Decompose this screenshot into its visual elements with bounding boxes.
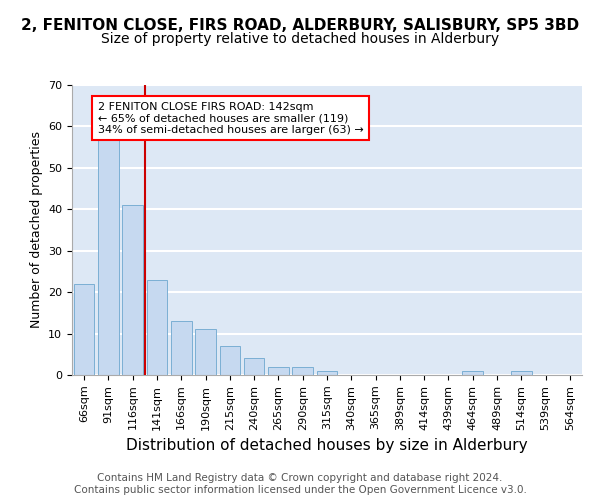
Bar (244, 358, 265, 375)
Bar (74, 284, 94, 375)
Bar (122, 205, 143, 375)
Bar (463, 371, 483, 375)
Bar (220, 346, 240, 375)
Y-axis label: Number of detached properties: Number of detached properties (29, 132, 43, 328)
Bar (317, 371, 337, 375)
Bar (195, 330, 216, 375)
Text: Size of property relative to detached houses in Alderbury: Size of property relative to detached ho… (101, 32, 499, 46)
Bar (511, 371, 532, 375)
Bar (292, 366, 313, 375)
Bar (268, 366, 289, 375)
Text: 2, FENITON CLOSE, FIRS ROAD, ALDERBURY, SALISBURY, SP5 3BD: 2, FENITON CLOSE, FIRS ROAD, ALDERBURY, … (21, 18, 579, 32)
Bar (171, 321, 191, 375)
Text: Contains HM Land Registry data © Crown copyright and database right 2024.
Contai: Contains HM Land Registry data © Crown c… (74, 474, 526, 495)
X-axis label: Distribution of detached houses by size in Alderbury: Distribution of detached houses by size … (126, 438, 528, 453)
Bar (98, 139, 119, 375)
Text: 2 FENITON CLOSE FIRS ROAD: 142sqm
← 65% of detached houses are smaller (119)
34%: 2 FENITON CLOSE FIRS ROAD: 142sqm ← 65% … (97, 102, 363, 135)
Bar (146, 280, 167, 375)
